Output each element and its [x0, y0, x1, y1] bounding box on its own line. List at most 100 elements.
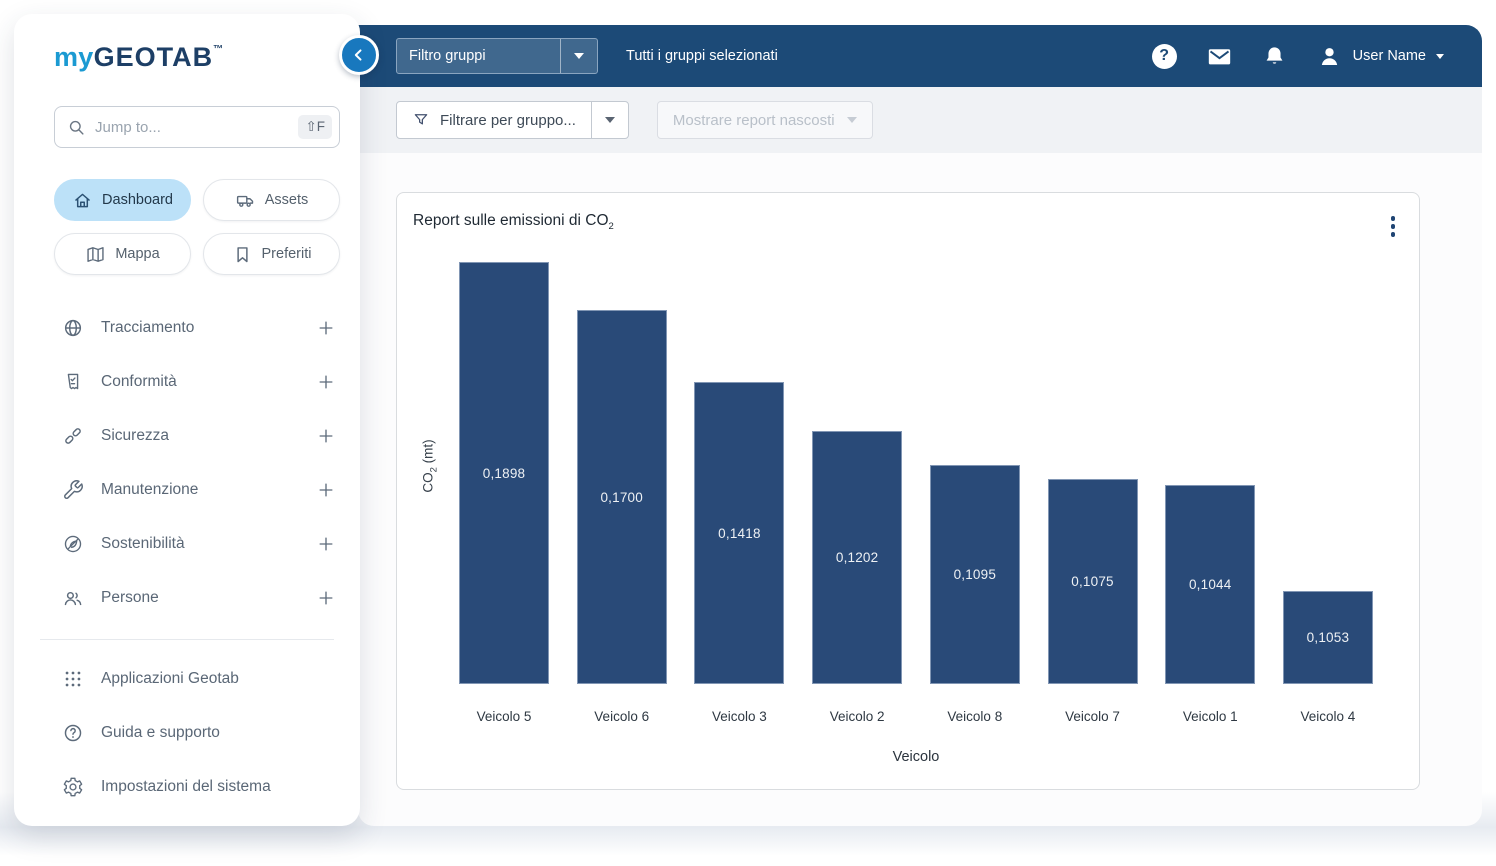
sidebar-item-label: Impostazioni del sistema [101, 778, 271, 795]
sidebar-item-conformit[interactable]: Conformità [14, 355, 360, 409]
sidebar-footer-nav: Applicazioni Geotab Guida e supporto Impos… [14, 652, 360, 814]
group-filter-dropdown[interactable]: Filtro gruppi [396, 38, 598, 74]
expand-plus-icon[interactable] [316, 534, 336, 554]
quick-link-preferiti[interactable]: Preferiti [203, 233, 340, 275]
expand-plus-icon[interactable] [316, 588, 336, 608]
quick-link-label: Assets [264, 192, 309, 208]
expand-plus-icon[interactable] [316, 372, 336, 392]
bars-container: 0,1898 0,1700 0,1418 0,1202 0,1095 0,1075 0,10… [459, 262, 1373, 684]
jump-to-search[interactable]: ⇧F [54, 106, 340, 148]
quick-link-assets[interactable]: Assets [203, 179, 340, 221]
logo-my: my [54, 42, 94, 72]
sidebar-nav: Tracciamento Conformità Sicurezza Manutenzi… [14, 301, 360, 625]
x-tick-veicolo-4: Veicolo 4 [1300, 709, 1356, 724]
x-tick-veicolo-1: Veicolo 1 [1182, 709, 1238, 724]
sidebar-item-tracciamento[interactable]: Tracciamento [14, 301, 360, 355]
sidebar-collapse-button[interactable] [339, 35, 379, 75]
bar-veicolo-5[interactable]: 0,1898 [459, 262, 549, 684]
x-tick-veicolo-5: Veicolo 5 [476, 709, 532, 724]
user-name: User Name [1352, 48, 1426, 64]
report-title: Report sulle emissioni di CO2 [413, 212, 614, 233]
report-toolbar: Filtrare per gruppo... Mostrare report n… [358, 87, 1482, 153]
apps-grid-icon [62, 668, 84, 690]
sidebar-item-label: Applicazioni Geotab [101, 670, 239, 687]
chevron-down-icon [846, 117, 857, 123]
chevron-down-icon[interactable] [592, 102, 628, 138]
user-menu[interactable]: User Name [1316, 43, 1444, 70]
quick-links: Dashboard Assets Mappa Preferiti [54, 179, 340, 275]
sidebar-item-impostazioni-del-sistema[interactable]: Impostazioni del sistema [14, 760, 360, 814]
quick-link-dashboard[interactable]: Dashboard [54, 179, 191, 221]
sidebar: myGEOTAB™ ⇧F Dashboard Assets Mappa Preferi… [14, 14, 379, 826]
bar-veicolo-3[interactable]: 0,1418 [694, 382, 785, 684]
bar-value-label: 0,1700 [600, 489, 643, 505]
sidebar-item-persone[interactable]: Persone [14, 571, 360, 625]
bar-veicolo-2[interactable]: 0,1202 [812, 431, 903, 684]
bar-value-label: 0,1202 [835, 550, 879, 565]
chevron-left-icon [349, 45, 369, 65]
home-icon [72, 190, 93, 211]
sidebar-item-sicurezza[interactable]: Sicurezza [14, 409, 360, 463]
wrench-icon [62, 479, 84, 501]
show-hidden-reports-dropdown: Mostrare report nascosti [656, 101, 873, 139]
sidebar-item-label: Manutenzione [101, 481, 199, 498]
plus-icon [316, 480, 336, 500]
x-axis-title: Veicolo [892, 749, 940, 765]
bar-value-label: 0,1053 [1306, 630, 1350, 645]
expand-plus-icon[interactable] [316, 480, 336, 500]
bar-value-label: 0,1075 [1071, 574, 1114, 589]
help-button[interactable]: ? [1151, 43, 1177, 69]
bar-veicolo-4[interactable]: 0,1053 [1282, 591, 1373, 684]
expand-plus-icon[interactable] [316, 426, 336, 446]
leaf-icon [62, 533, 84, 555]
gear-icon [62, 776, 84, 798]
bar-veicolo-1[interactable]: 0,1044 [1165, 485, 1256, 684]
envelope-icon [1206, 43, 1233, 70]
show-hidden-reports-label: Mostrare report nascosti [672, 111, 835, 129]
shortcut-badge: ⇧F [298, 115, 332, 139]
help-icon: ? [1151, 43, 1177, 69]
bar-value-label: 0,1418 [718, 525, 761, 541]
seatbelt-icon [62, 425, 84, 447]
chevron-down-icon[interactable] [561, 39, 597, 73]
topbar: Filtro gruppi Tutti i gruppi selezionati… [358, 25, 1482, 87]
search-input[interactable] [95, 118, 290, 136]
bar-veicolo-6[interactable]: 0,1700 [576, 310, 667, 684]
globe-icon [62, 317, 84, 339]
sidebar-divider [40, 639, 334, 640]
sidebar-item-manutenzione[interactable]: Manutenzione [14, 463, 360, 517]
map-icon [85, 244, 106, 265]
logo-trademark: ™ [213, 44, 224, 55]
expand-plus-icon[interactable] [316, 318, 336, 338]
notifications-button[interactable] [1262, 44, 1287, 69]
content-area: Report sulle emissioni di CO2 CO2 (mt) 0… [358, 153, 1482, 826]
x-tick-veicolo-8: Veicolo 8 [947, 709, 1003, 724]
bar-value-label: 0,1898 [482, 465, 526, 481]
sidebar-item-sostenibilit[interactable]: Sostenibilità [14, 517, 360, 571]
people-icon [62, 587, 84, 609]
x-tick-veicolo-6: Veicolo 6 [594, 709, 650, 724]
help-circle-icon [62, 722, 84, 744]
bookmark-icon [232, 244, 253, 265]
x-axis-tick-labels: Veicolo 5 Veicolo 6 Veicolo 3 Veicolo 2 Veic… [459, 709, 1373, 724]
co2-bar-chart: CO2 (mt) 0,1898 0,1700 0,1418 0,1202 0,1095 0… [397, 193, 1419, 789]
bar-veicolo-7[interactable]: 0,1075 [1047, 479, 1138, 684]
quick-link-mappa[interactable]: Mappa [54, 233, 191, 275]
sidebar-item-applicazioni-geotab[interactable]: Applicazioni Geotab [14, 652, 360, 706]
plus-icon [316, 318, 336, 338]
compliance-icon [62, 371, 84, 393]
quick-link-label: Preferiti [261, 246, 312, 262]
geotab-logo: myGEOTAB™ [14, 14, 360, 73]
truck-icon [235, 190, 256, 211]
bar-veicolo-8[interactable]: 0,1095 [929, 465, 1020, 684]
messages-button[interactable] [1206, 43, 1233, 70]
plus-icon [316, 588, 336, 608]
sidebar-item-guida-e-supporto[interactable]: Guida e supporto [14, 706, 360, 760]
y-axis-label: CO2 (mt) [420, 439, 440, 493]
group-filter-label: Filtro gruppi [409, 48, 486, 64]
sidebar-item-label: Tracciamento [101, 319, 195, 336]
chevron-down-icon [1436, 53, 1444, 59]
plus-icon [316, 372, 336, 392]
report-menu-button[interactable] [1385, 212, 1402, 241]
filter-by-group-dropdown[interactable]: Filtrare per gruppo... [396, 101, 629, 139]
